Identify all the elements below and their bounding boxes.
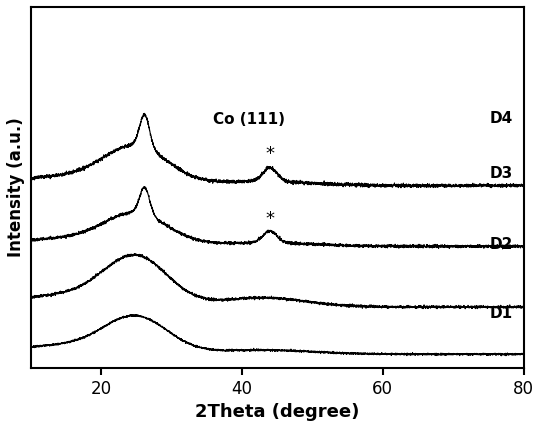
X-axis label: 2Theta (degree): 2Theta (degree): [195, 403, 359, 421]
Text: D3: D3: [490, 166, 513, 181]
Text: D2: D2: [490, 237, 513, 252]
Y-axis label: Intensity (a.u.): Intensity (a.u.): [7, 117, 25, 257]
Text: *: *: [266, 145, 274, 163]
Text: *: *: [266, 210, 274, 228]
Text: D4: D4: [490, 111, 513, 126]
Text: Co (111): Co (111): [213, 112, 285, 127]
Text: D1: D1: [490, 306, 513, 321]
